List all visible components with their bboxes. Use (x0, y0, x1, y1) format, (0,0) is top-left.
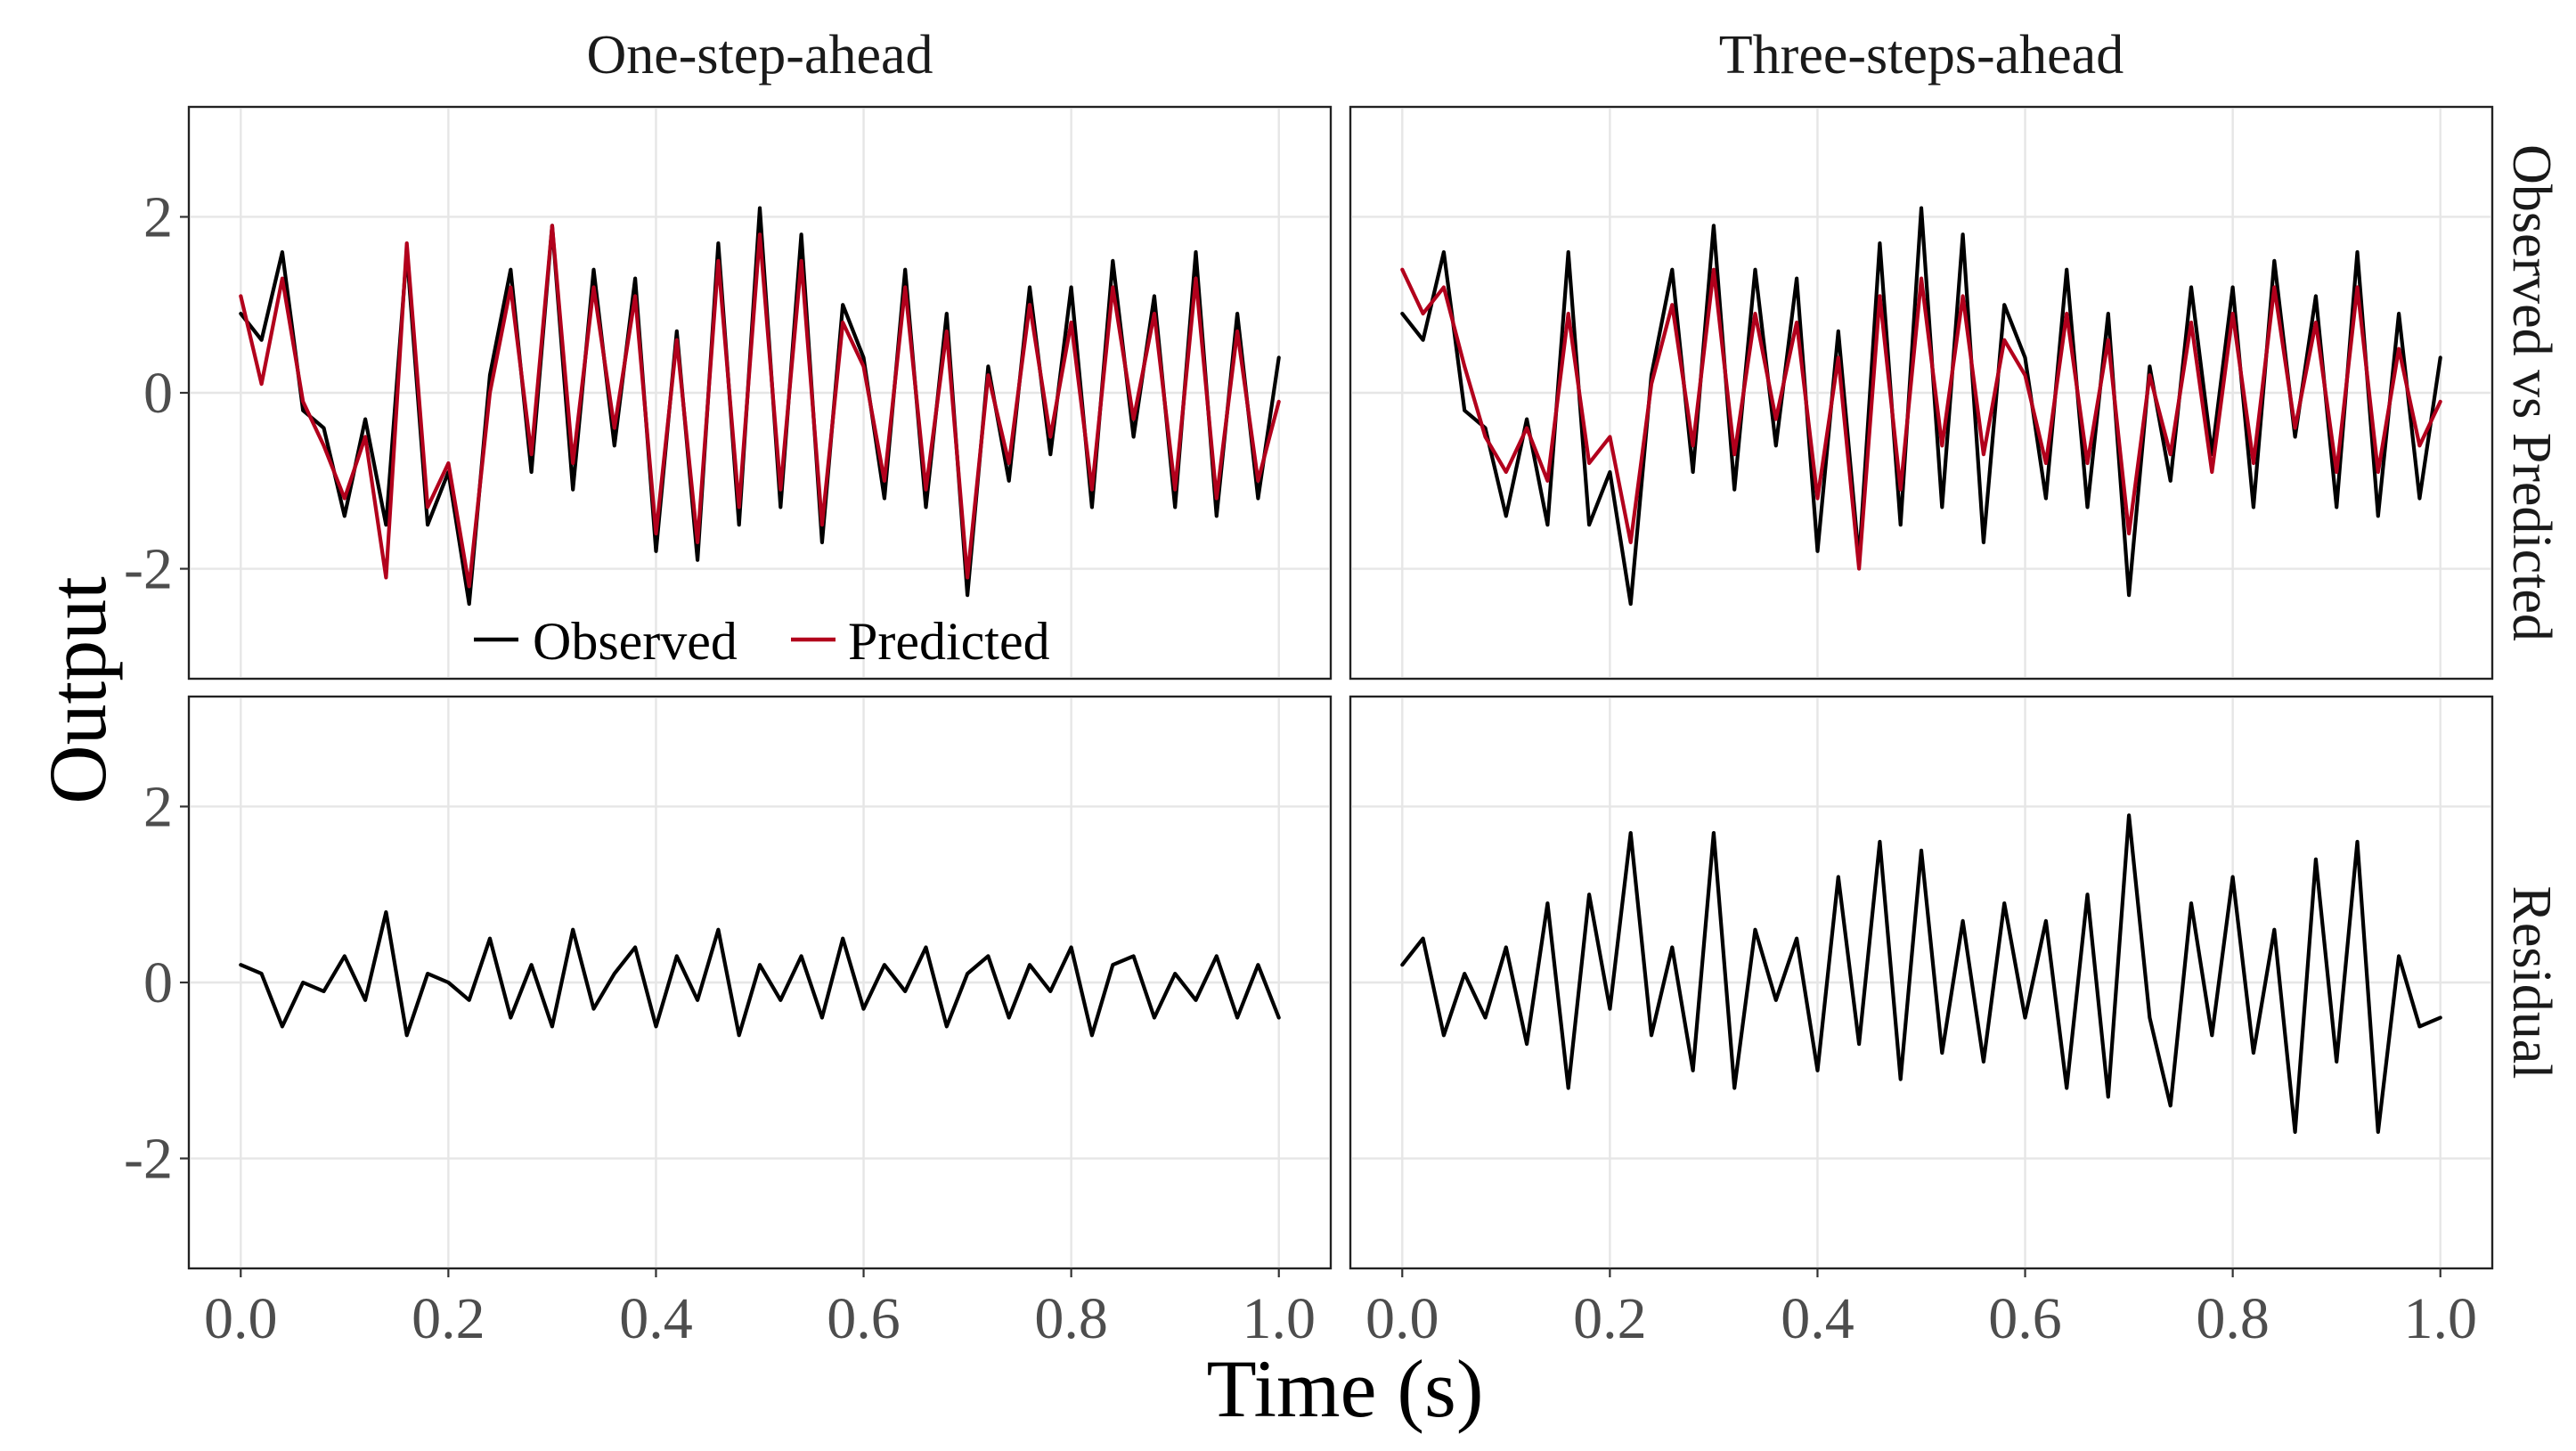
legend-predicted-label: Predicted (848, 612, 1050, 671)
x-axis-title: Time (s) (1207, 1343, 1484, 1434)
panel-1-0 (187, 695, 1333, 1270)
x-tick-label: 1.0 (2403, 1286, 2477, 1351)
row-strip-label: Observed vs Predicted (2501, 144, 2562, 641)
row-strip-label: Residual (2501, 886, 2562, 1080)
series-line-residual (239, 909, 1281, 1038)
x-tick-label: 0.8 (1034, 1286, 1108, 1351)
strip-labels: One-step-ahead Three-steps-ahead Observed … (586, 25, 2561, 1079)
y-tick-label: -2 (124, 537, 173, 602)
axes-layer: -2 0 2 -2 0 2 0.0 0.2 0.4 0.6 0.8 1.0 0.0 0.2 0.4 0.6 0.… (124, 184, 2477, 1351)
x-tick-label: 1.0 (1242, 1286, 1316, 1351)
panel-0-0 (187, 105, 1333, 681)
x-tick-label: 0.4 (1781, 1286, 1855, 1351)
x-tick-label: 0.6 (1988, 1286, 2062, 1351)
x-tick-label: 0.6 (827, 1286, 901, 1351)
panels-layer (187, 105, 2494, 1270)
panel-frame (1349, 695, 2494, 1270)
column-strip-label: One-step-ahead (586, 25, 933, 86)
panel-0-1 (1349, 105, 2494, 681)
legend-observed-label: Observed (533, 612, 738, 671)
x-tick-label: 0.2 (1573, 1286, 1647, 1351)
y-tick-label: -2 (124, 1127, 173, 1192)
panel-1-1 (1349, 695, 2494, 1270)
y-axis-title: Output (32, 576, 123, 804)
y-tick-label: 2 (143, 774, 173, 839)
x-tick-label: 0.4 (619, 1286, 693, 1351)
y-tick-label: 0 (143, 950, 173, 1015)
x-tick-label: 0.2 (412, 1286, 485, 1351)
panel-frame (1349, 105, 2494, 681)
x-tick-label: 0.0 (204, 1286, 278, 1351)
x-tick-label: 0.0 (1365, 1286, 1439, 1351)
series-line-predicted (1400, 267, 2442, 571)
series-line-predicted (239, 224, 1281, 589)
x-tick-label: 0.8 (2196, 1286, 2270, 1351)
y-tick-label: 2 (143, 184, 173, 249)
series-line-residual (1400, 813, 2442, 1135)
legend: Observed Predicted (474, 612, 1050, 671)
y-tick-label: 0 (143, 361, 173, 426)
column-strip-label: Three-steps-ahead (1719, 25, 2124, 86)
